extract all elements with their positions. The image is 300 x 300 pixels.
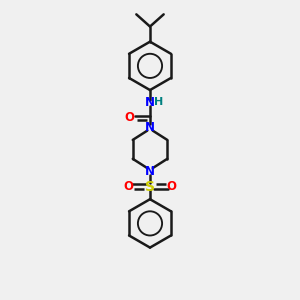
Text: H: H	[154, 97, 164, 107]
Text: N: N	[145, 121, 155, 134]
Text: O: O	[124, 180, 134, 193]
Text: N: N	[145, 165, 155, 178]
Text: N: N	[145, 96, 154, 109]
Text: O: O	[124, 111, 135, 124]
Text: O: O	[167, 180, 176, 193]
Text: S: S	[145, 180, 155, 194]
